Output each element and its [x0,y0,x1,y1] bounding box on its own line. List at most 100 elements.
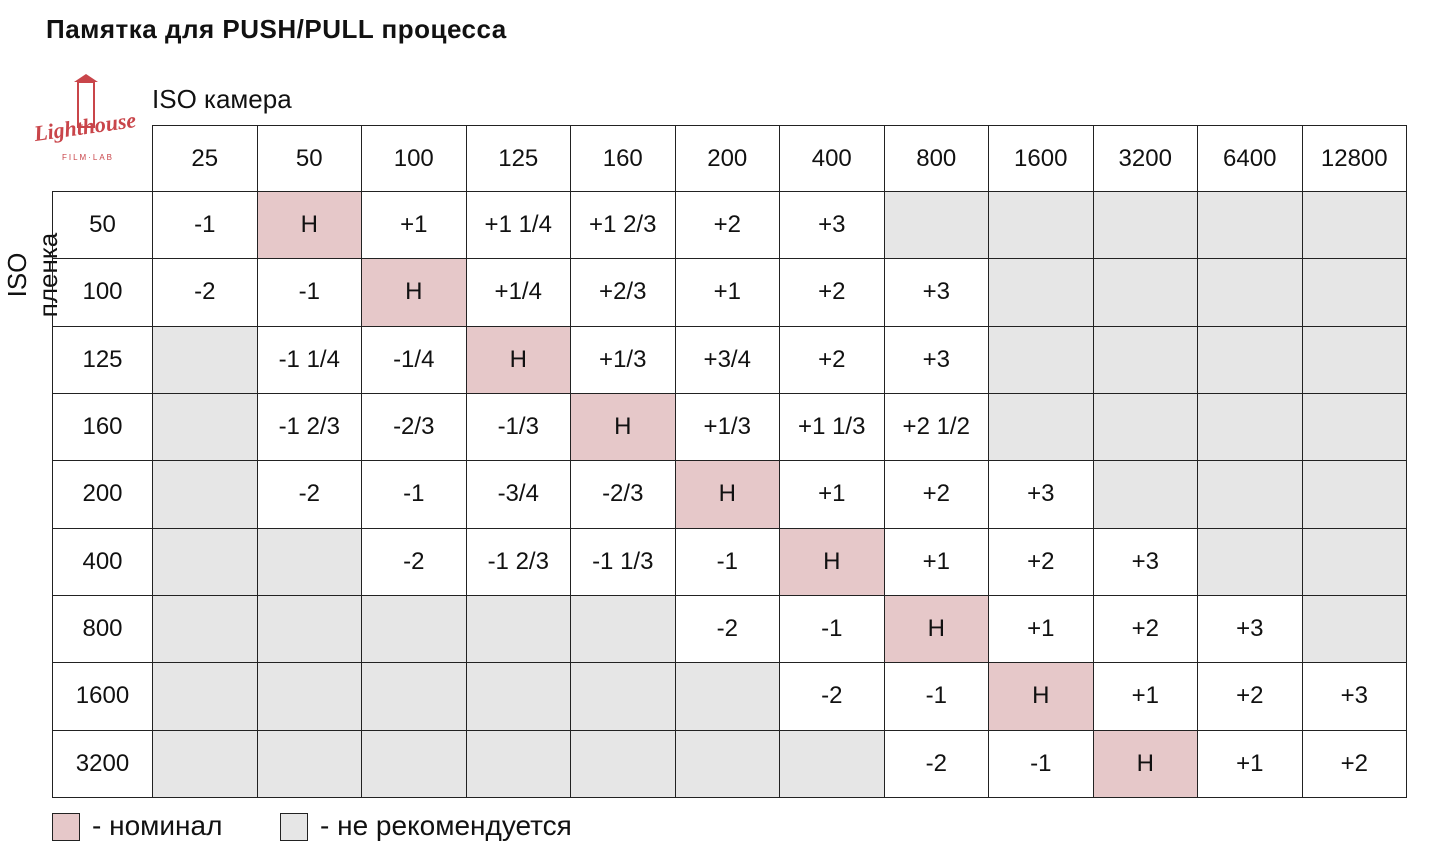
cell: -1 2/3 [465,527,571,596]
cell: +1 [883,527,989,596]
column-header: 12800 [1301,125,1407,192]
cell: Н [779,527,885,596]
cell [152,393,258,462]
cell [1301,527,1407,596]
logo-name: Lighthouse [31,107,137,146]
cell: -2 [152,258,258,327]
cell [674,662,780,731]
cell: +3 [883,325,989,394]
cell: -2 [361,527,467,596]
cell: -2 [674,595,780,664]
cell: +1/3 [674,393,780,462]
cell [674,729,780,798]
cell [1197,393,1303,462]
cell: -3/4 [465,460,571,529]
cell: +1 [1197,729,1303,798]
column-header: 400 [779,125,885,192]
cell: -2 [779,662,885,731]
cell [1197,527,1303,596]
cell: -1 1/3 [570,527,676,596]
cell [1301,460,1407,529]
cell: -1 [674,527,780,596]
cell: Н [1092,729,1198,798]
cell: +1/3 [570,325,676,394]
cell [1301,393,1407,462]
cell [988,393,1094,462]
cell: -1 1/4 [256,325,362,394]
cell: -1 [361,460,467,529]
cell [465,729,571,798]
cell: -2 [883,729,989,798]
cell: -1/4 [361,325,467,394]
column-header: 3200 [1092,125,1198,192]
column-header: 800 [883,125,989,192]
row-header: 800 [52,595,153,664]
cell [1301,595,1407,664]
cell: +2 [1197,662,1303,731]
legend-label: - номинал [92,810,223,841]
cell [361,595,467,664]
cell: +1 [674,258,780,327]
cell: Н [465,325,571,394]
column-header: 1600 [988,125,1094,192]
cell: +1 [361,191,467,260]
cell: -1/3 [465,393,571,462]
cell: +3 [1197,595,1303,664]
cell: +3/4 [674,325,780,394]
cell: +2 [988,527,1094,596]
cell [256,595,362,664]
cell: +1 [779,460,885,529]
cell [1301,191,1407,260]
cell [1197,191,1303,260]
column-header: 100 [361,125,467,192]
cell: -2/3 [570,460,676,529]
cell: +2 [674,191,780,260]
cell [1092,460,1198,529]
row-header: 100 [52,258,153,327]
cell: -2 [256,460,362,529]
cell [361,729,467,798]
legend-label: - не рекомендуется [320,810,572,841]
cell [1092,191,1198,260]
cell: +1 [988,595,1094,664]
cell: +2 [1092,595,1198,664]
cell: +3 [1301,662,1407,731]
row-header: 160 [52,393,153,462]
cell: +1 1/3 [779,393,885,462]
cell: +2 [883,460,989,529]
cell [152,595,258,664]
cell [570,662,676,731]
cell: +3 [779,191,885,260]
cell [988,258,1094,327]
cell: +3 [1092,527,1198,596]
row-header: 125 [52,325,153,394]
cell: -1 [779,595,885,664]
cell [570,595,676,664]
cell: +1 2/3 [570,191,676,260]
cell [1197,460,1303,529]
cell: -1 [988,729,1094,798]
cell [152,527,258,596]
cell: +2 1/2 [883,393,989,462]
cell [1092,325,1198,394]
cell [152,325,258,394]
cell [256,729,362,798]
cell [465,595,571,664]
cell [152,729,258,798]
column-header: 200 [674,125,780,192]
cell [988,191,1094,260]
title: Памятка для PUSH/PULL процесса [46,14,507,44]
cell [570,729,676,798]
cell [883,191,989,260]
row-header: 50 [52,191,153,260]
cell [256,527,362,596]
cell [256,662,362,731]
row-header: 400 [52,527,153,596]
column-header: 160 [570,125,676,192]
cell: Н [570,393,676,462]
cell: Н [256,191,362,260]
cell: +2 [1301,729,1407,798]
cell [1301,258,1407,327]
cell: +1/4 [465,258,571,327]
